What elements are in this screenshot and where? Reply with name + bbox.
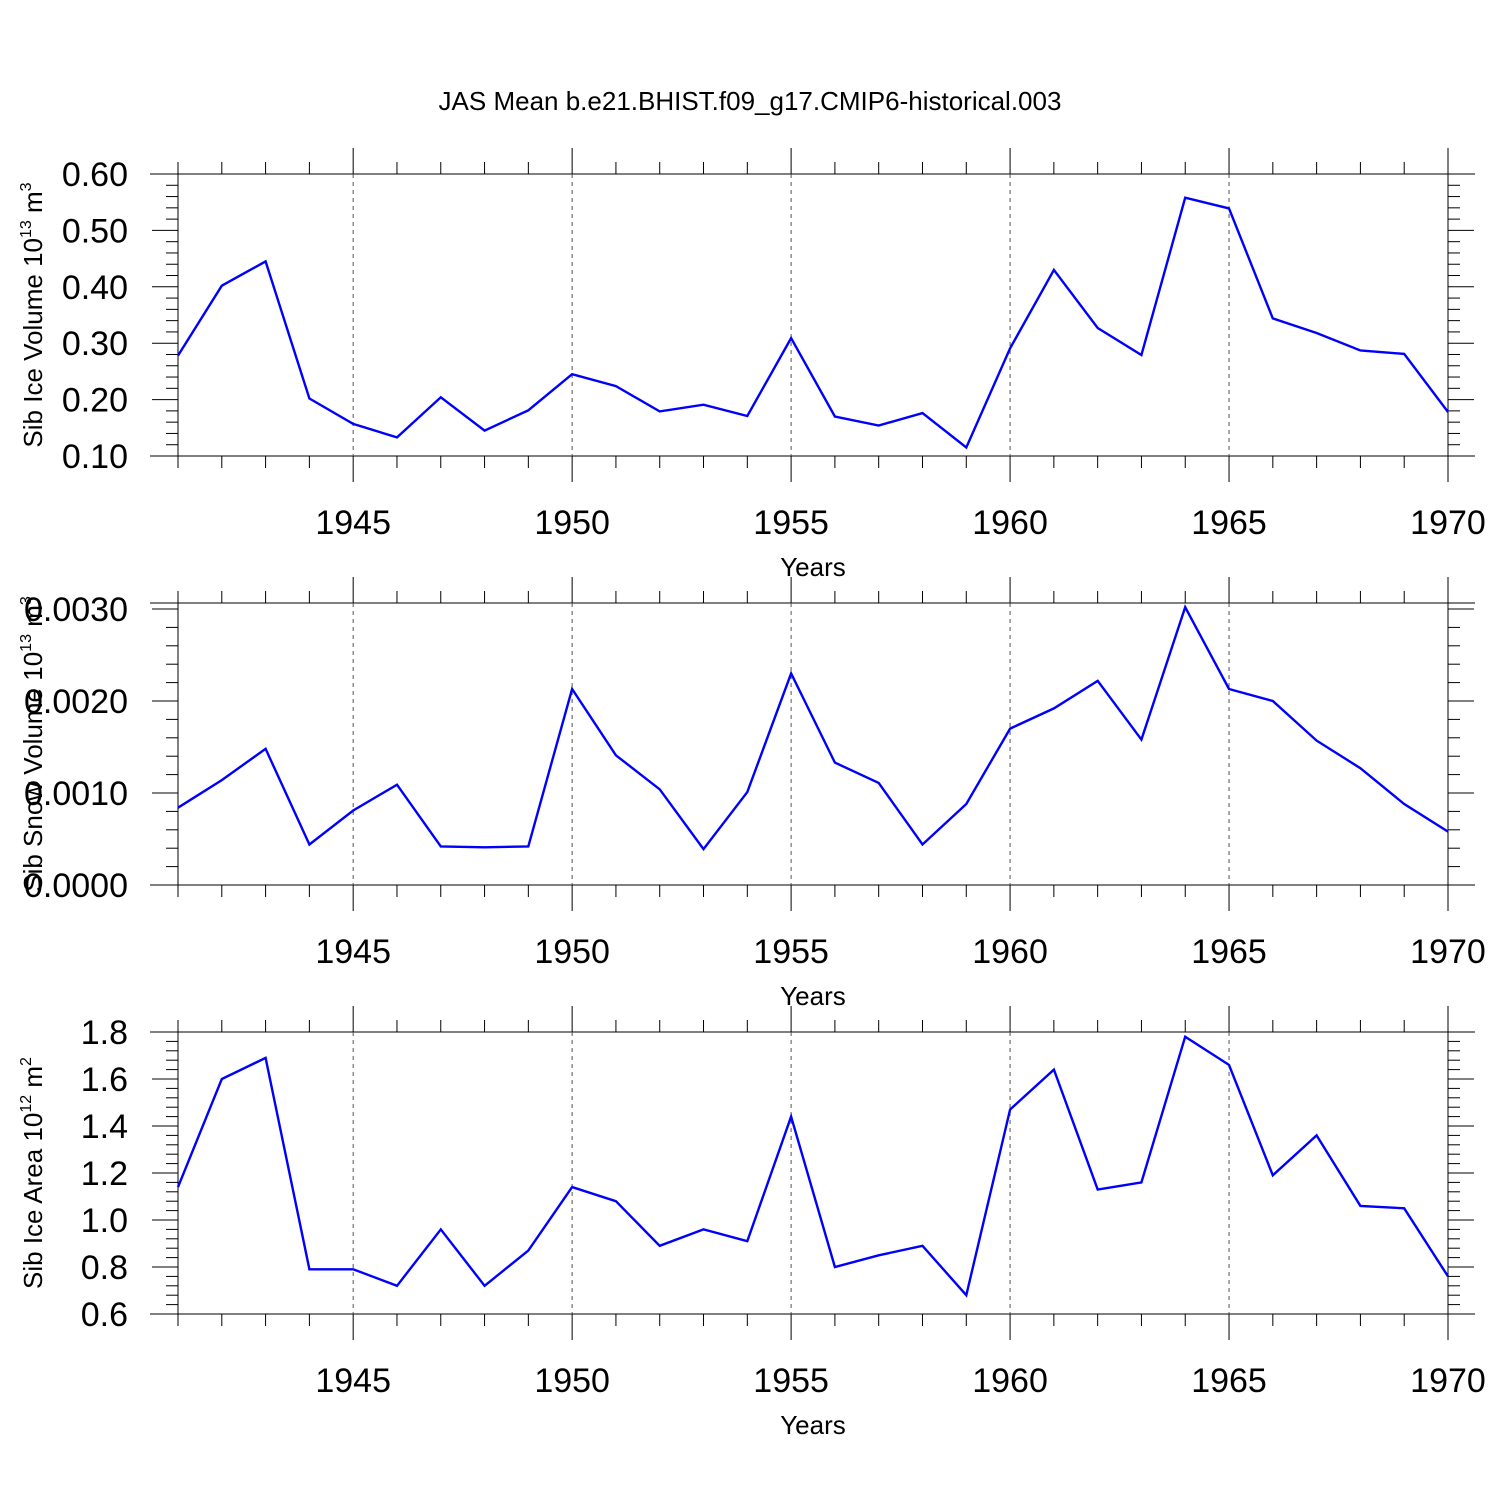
x-axis-label: Years xyxy=(780,1410,846,1440)
series-line xyxy=(176,196,1449,450)
y-tick-label: 1.6 xyxy=(81,1061,128,1099)
y-tick-label: 0.6 xyxy=(81,1296,128,1334)
x-tick-label: 1950 xyxy=(534,933,610,971)
x-axis-label: Years xyxy=(780,981,846,1011)
y-tick-label: 0.0030 xyxy=(24,591,128,629)
panel-2: 1945 1950 1955 1960 1965 1970 Years 0.0000 0.001… xyxy=(18,577,1486,1011)
x-tick-label: 1950 xyxy=(534,1362,610,1400)
x-tick-label: 1965 xyxy=(1191,504,1267,542)
x-tick-label: 1970 xyxy=(1410,1362,1486,1400)
x-tick-label: 1955 xyxy=(753,933,829,971)
x-tick-label: 1960 xyxy=(972,933,1048,971)
y-tick-label: 0.8 xyxy=(81,1249,128,1287)
y-tick-label: 0.0000 xyxy=(24,867,128,905)
y-axis-label: Sib Snow Volume 1013 m3 xyxy=(18,596,48,892)
y-tick-label: 0.50 xyxy=(62,212,128,250)
y-axis-label: Sib Ice Volume 1013 m3 xyxy=(18,182,48,447)
y-tick-label: 0.60 xyxy=(62,156,128,194)
x-tick-label: 1960 xyxy=(972,504,1048,542)
y-tick-label: 0.0020 xyxy=(24,683,128,721)
plot-frame xyxy=(177,1031,1449,1315)
x-tick-label: 1955 xyxy=(753,504,829,542)
x-axis-label: Years xyxy=(780,552,846,582)
y-tick-label: 0.0010 xyxy=(24,775,128,813)
x-tick-label: 1970 xyxy=(1410,504,1486,542)
y-axis-label: Sib Ice Area 1012 m2 xyxy=(18,1057,48,1289)
series-line xyxy=(176,1034,1450,1298)
x-tick-label: 1945 xyxy=(315,1362,391,1400)
x-tick-label: 1950 xyxy=(534,504,610,542)
x-tick-label: 1965 xyxy=(1191,1362,1267,1400)
panel-1: 1945 1950 1955 1960 1965 1970 Years 0.10 0.20 0.3… xyxy=(18,148,1486,582)
x-tick-label: 1945 xyxy=(315,933,391,971)
y-tick-label: 1.8 xyxy=(81,1014,128,1052)
y-tick-label: 1.0 xyxy=(81,1202,128,1240)
plot-frame xyxy=(177,602,1449,886)
series-line xyxy=(177,604,1449,852)
plot-frame xyxy=(177,173,1449,457)
y-tick-label: 0.10 xyxy=(62,438,128,476)
x-tick-label: 1960 xyxy=(972,1362,1048,1400)
y-tick-label: 1.4 xyxy=(81,1108,128,1146)
y-tick-label: 0.30 xyxy=(62,325,128,363)
y-tick-label: 0.20 xyxy=(62,382,128,420)
y-tick-label: 0.40 xyxy=(62,269,128,307)
chart-title: JAS Mean b.e21.BHIST.f09_g17.CMIP6-histo… xyxy=(439,86,1062,116)
panel-3: 1945 1950 1955 1960 1965 1970 Years 0.6 0.8 1.0 1.… xyxy=(18,1006,1486,1440)
x-tick-label: 1965 xyxy=(1191,933,1267,971)
x-tick-label: 1945 xyxy=(315,504,391,542)
x-tick-label: 1955 xyxy=(753,1362,829,1400)
x-tick-label: 1970 xyxy=(1410,933,1486,971)
y-tick-label: 1.2 xyxy=(81,1155,128,1193)
